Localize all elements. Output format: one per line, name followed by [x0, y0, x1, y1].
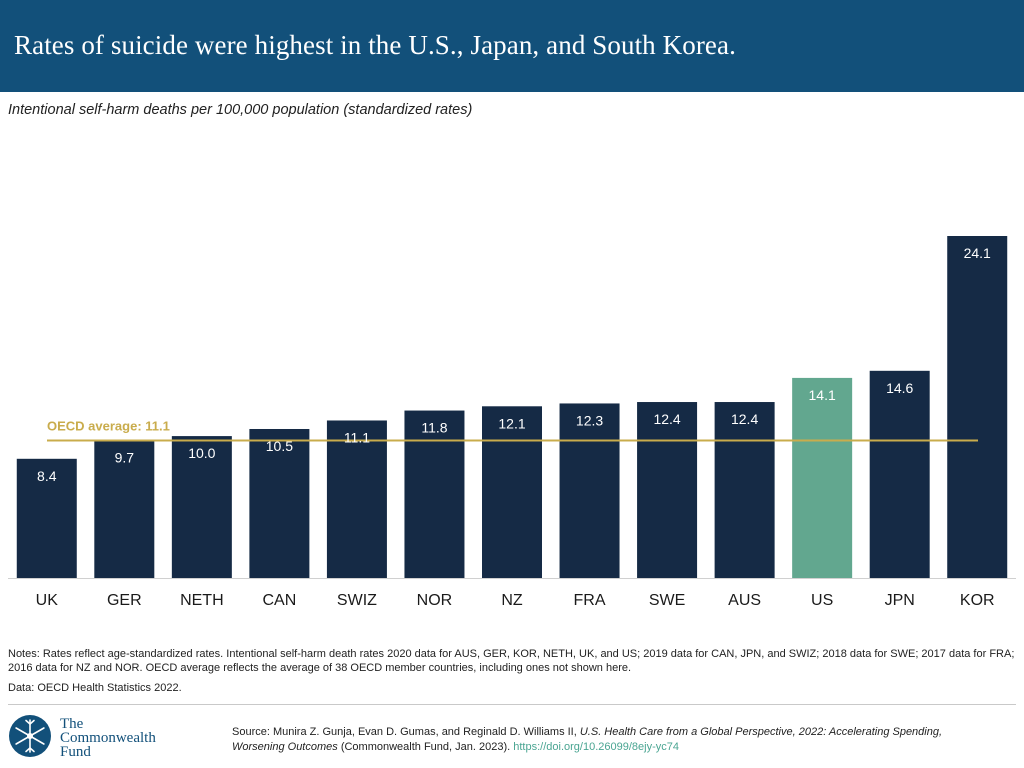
logo-line-1: The	[60, 716, 84, 732]
page-title: Rates of suicide were highest in the U.S…	[14, 30, 736, 60]
value-label-nz: 12.1	[498, 415, 525, 431]
bar-fra	[559, 403, 620, 578]
bar-neth	[171, 436, 232, 578]
value-label-ger: 9.7	[115, 449, 135, 465]
source-prefix: Source: Munira Z. Gunja, Evan D. Gumas, …	[232, 726, 580, 738]
tick-label-swiz: SWIZ	[337, 592, 377, 609]
tick-label-swe: SWE	[649, 592, 685, 609]
bar-jpn	[869, 370, 930, 578]
notes: Notes: Rates reflect age-standardized ra…	[8, 648, 1015, 674]
logo-line-2: Commonwealth	[60, 730, 156, 746]
snowflake-emblem-icon	[9, 715, 51, 757]
value-label-kor: 24.1	[964, 245, 991, 261]
bar-swe	[637, 402, 698, 578]
tick-label-aus: AUS	[728, 592, 761, 609]
source-suffix: (Commonwealth Fund, Jan. 2023).	[337, 740, 514, 753]
chart-subtitle: Intentional self-harm deaths per 100,000…	[8, 102, 473, 118]
value-labels-group: 8.4 9.7 10.0 10.5 11.1 11.8 12.1 12.3 12.4 12.4 14…	[37, 245, 991, 484]
bar-aus	[714, 402, 775, 578]
value-label-swiz: 11.1	[344, 429, 370, 445]
tick-label-us: US	[811, 592, 833, 609]
tick-label-can: CAN	[262, 592, 296, 609]
tick-label-ger: GER	[107, 592, 142, 609]
bar-nor	[404, 410, 465, 578]
logo-line-3: Fund	[60, 744, 91, 760]
tick-label-fra: FRA	[574, 592, 606, 609]
value-label-fra: 12.3	[576, 412, 603, 428]
tick-label-kor: KOR	[960, 592, 995, 609]
value-label-aus: 12.4	[731, 411, 758, 427]
divider	[8, 704, 1016, 705]
bars-group	[16, 236, 1008, 578]
source-citation: Source: Munira Z. Gunja, Evan D. Gumas, …	[232, 725, 992, 754]
bar-ger	[94, 440, 155, 578]
value-label-us: 14.1	[809, 387, 836, 403]
bar-swiz	[326, 420, 387, 578]
commonwealth-fund-logo: The Commonwealth Fund	[8, 714, 178, 762]
doi-link[interactable]: https://doi.org/10.26099/8ejy-yc74	[513, 740, 679, 753]
oecd-average-label: OECD average: 11.1	[47, 418, 170, 433]
header-bar: Rates of suicide were highest in the U.S…	[0, 0, 1024, 92]
data-source: Data: OECD Health Statistics 2022.	[8, 682, 182, 694]
value-label-uk: 8.4	[37, 468, 57, 484]
bar-can	[249, 428, 310, 578]
bar-us	[792, 377, 853, 578]
value-label-neth: 10.0	[188, 445, 215, 461]
bar-nz	[482, 406, 542, 578]
tick-label-nz: NZ	[501, 592, 523, 609]
tick-label-nor: NOR	[417, 592, 453, 609]
value-label-can: 10.5	[266, 438, 293, 454]
tick-labels-group: UK GER NETH CAN SWIZ NOR NZ FRA SWE AUS US JPN KOR	[36, 592, 995, 609]
tick-label-uk: UK	[36, 592, 59, 609]
value-label-jpn: 14.6	[886, 380, 913, 396]
bar-uk	[16, 458, 77, 578]
source-title: U.S. Health Care from a Global Perspecti…	[232, 726, 943, 753]
bar-chart: OECD average: 11.1 8.4 9.7 10.0 10.5 11.1 11.…	[8, 236, 1016, 609]
tick-label-neth: NETH	[180, 592, 224, 609]
tick-label-jpn: JPN	[885, 592, 915, 609]
value-label-nor: 11.8	[421, 420, 447, 436]
logo-wordmark: The Commonwealth Fund	[60, 716, 156, 760]
value-label-swe: 12.4	[653, 411, 680, 427]
bar-kor	[947, 236, 1008, 578]
